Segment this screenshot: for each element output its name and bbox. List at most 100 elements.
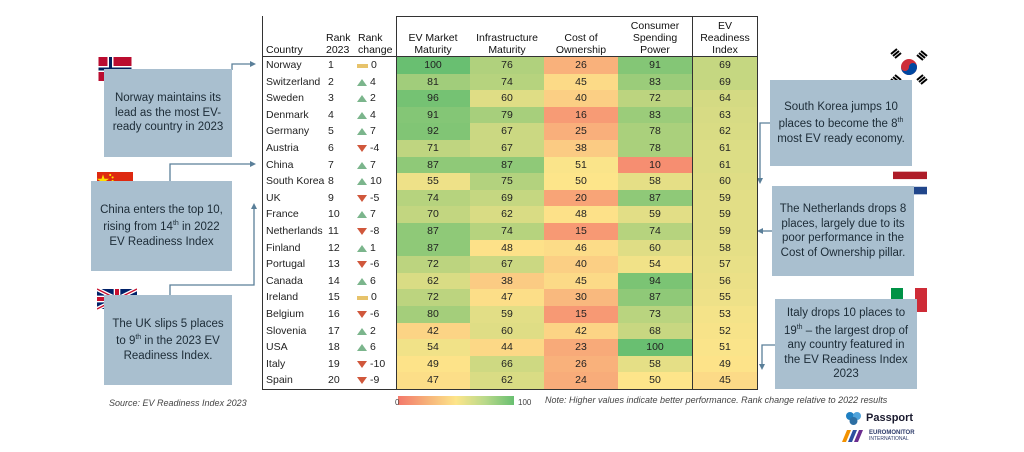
down-arrow-icon (357, 311, 367, 318)
header-infrastructure: Infrastructure Maturity (476, 32, 538, 56)
color-scale-legend (398, 396, 514, 405)
rank-change-value: 1 (370, 241, 376, 254)
spend-score: 87 (618, 189, 692, 207)
index-score: 56 (692, 272, 758, 290)
country-name: France (266, 208, 299, 221)
country-name: Sweden (266, 92, 304, 105)
rank-change: 1 (357, 240, 395, 257)
table-row: USA 18 6 54 44 23 100 51 (262, 339, 758, 357)
spend-score: 91 (618, 57, 692, 74)
ev-score: 87 (396, 239, 470, 257)
table-row: Austria 6 -4 71 67 38 78 61 (262, 140, 758, 157)
cost-score: 45 (544, 272, 618, 290)
up-arrow-icon (357, 128, 367, 136)
passport-logo: Passport (845, 411, 913, 425)
country-name: Denmark (266, 108, 309, 121)
infra-score: 87 (470, 156, 544, 174)
index-score: 53 (692, 306, 758, 323)
index-score: 64 (692, 90, 758, 108)
table-row: Portugal 13 -6 72 67 40 54 57 (262, 256, 758, 274)
cost-score: 46 (544, 239, 618, 257)
header-rank-change: Rank change (358, 32, 393, 56)
country-name: Finland (266, 241, 301, 254)
cost-score: 15 (544, 223, 618, 240)
table-row: Germany 5 7 92 67 25 78 62 (262, 123, 758, 141)
rank-change: 2 (357, 323, 395, 340)
table-row: Belgium 16 -6 80 59 15 73 53 (262, 306, 758, 323)
ev-score: 55 (396, 173, 470, 191)
spend-score: 74 (618, 223, 692, 240)
rank-change-value: -9 (370, 374, 380, 387)
table-row: Italy 19 -10 49 66 26 58 49 (262, 355, 758, 373)
rank-2023: 9 (328, 191, 334, 204)
rank-change-value: 0 (371, 59, 377, 71)
south-korea-flag (885, 48, 933, 86)
rank-change-value: -5 (370, 191, 380, 204)
country-name: Austria (266, 142, 299, 154)
infra-score: 62 (470, 372, 544, 390)
rank-change-value: 7 (370, 158, 376, 171)
table-row: South Korea 8 10 55 75 50 58 60 (262, 173, 758, 191)
infra-score: 69 (470, 189, 544, 207)
up-arrow-icon (357, 111, 367, 119)
rank-change: -6 (357, 306, 395, 323)
ev-score: 100 (396, 57, 470, 74)
up-arrow-icon (357, 161, 367, 169)
spend-score: 83 (618, 73, 692, 91)
spend-score: 68 (618, 322, 692, 340)
cost-score: 40 (544, 256, 618, 274)
header-country: Country (266, 44, 303, 56)
rank-2023: 6 (328, 142, 334, 154)
rank-change: 6 (357, 273, 395, 290)
ev-score: 47 (396, 372, 470, 390)
infra-score: 67 (470, 140, 544, 157)
uk-connector (169, 206, 255, 295)
norway-connector (231, 63, 254, 70)
header-rank: Rank 2023 (326, 32, 351, 56)
spend-score: 94 (618, 272, 692, 290)
down-arrow-icon (357, 377, 367, 385)
rank-change: -5 (357, 190, 395, 207)
index-score: 49 (692, 355, 758, 373)
infra-score: 67 (470, 123, 544, 141)
rank-2023: 16 (328, 308, 340, 320)
up-arrow-icon (357, 95, 367, 103)
down-arrow-icon (357, 360, 367, 368)
rank-2023: 2 (328, 75, 334, 88)
index-score: 63 (692, 106, 758, 124)
callout-south-korea: South Korea jumps 10 places to become th… (770, 80, 912, 166)
cost-score: 20 (544, 189, 618, 207)
infra-score: 60 (470, 322, 544, 340)
korea-connector (759, 122, 770, 181)
cost-score: 15 (544, 306, 618, 323)
index-score: 55 (692, 289, 758, 307)
passport-logo-icon (846, 412, 861, 425)
legend-min-label: 0 (395, 398, 400, 407)
down-arrow-icon (357, 145, 367, 152)
china-connector (169, 163, 254, 182)
cost-score: 25 (544, 123, 618, 141)
index-score: 57 (692, 256, 758, 274)
country-name: Norway (266, 59, 302, 71)
ev-score: 80 (396, 306, 470, 323)
rank-change-value: 2 (370, 324, 376, 337)
country-name: USA (266, 341, 288, 354)
rank-2023: 8 (328, 175, 334, 188)
up-arrow-icon (357, 277, 367, 285)
cost-score: 51 (544, 156, 618, 174)
spend-score: 73 (618, 306, 692, 323)
up-arrow-icon (357, 178, 367, 186)
ev-score: 87 (396, 156, 470, 174)
up-arrow-icon (357, 78, 367, 86)
table-row: Finland 12 1 87 48 46 60 58 (262, 239, 758, 257)
rank-change: 7 (357, 157, 395, 174)
euromonitor-logo-icon (842, 430, 863, 442)
ev-score: 62 (396, 272, 470, 290)
country-name: South Korea (266, 175, 325, 188)
down-arrow-icon (357, 261, 367, 269)
table-row: Spain 20 -9 47 62 24 50 45 (262, 372, 758, 390)
rank-change: -8 (357, 223, 395, 240)
header-cost: Cost of Ownership (555, 32, 607, 56)
spend-score: 83 (618, 106, 692, 124)
rank-change-value: 4 (370, 108, 376, 121)
